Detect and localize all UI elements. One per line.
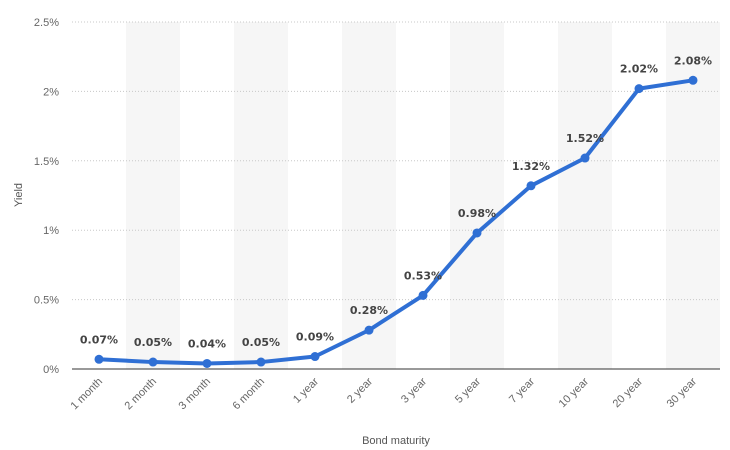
y-tick-label: 1.5% — [34, 156, 59, 168]
x-axis-ticks: 1 month 2 month 3 month 6 month 1 year 2 year… — [69, 375, 700, 412]
data-point — [202, 358, 212, 368]
column-band — [450, 22, 504, 369]
data-point — [634, 84, 644, 94]
x-tick-label: 2 month — [123, 376, 160, 413]
x-tick-label: 10 year — [557, 375, 592, 410]
x-tick-label: 1 month — [69, 376, 106, 413]
x-axis-title: Bond maturity — [362, 435, 430, 447]
data-label: 1.32% — [512, 160, 550, 173]
x-tick-label: 5 year — [453, 375, 483, 405]
data-label: 0.98% — [458, 207, 496, 220]
x-tick-label: 6 month — [231, 376, 268, 413]
x-tick-label: 2 year — [345, 375, 375, 405]
x-tick-label: 3 year — [399, 375, 429, 405]
data-label: 2.02% — [620, 63, 658, 76]
data-label: 1.52% — [566, 132, 604, 145]
data-points — [94, 75, 698, 368]
y-tick-label: 1% — [43, 225, 59, 237]
data-point — [580, 153, 590, 163]
data-label: 0.53% — [404, 269, 442, 282]
data-point — [418, 290, 428, 300]
data-label: 0.05% — [242, 336, 280, 349]
x-tick-label: 1 year — [291, 375, 321, 405]
data-point — [364, 325, 374, 335]
data-label: 0.05% — [134, 336, 172, 349]
data-label: 0.28% — [350, 304, 388, 317]
series-line — [97, 78, 695, 366]
x-tick-label: 20 year — [611, 375, 646, 410]
y-tick-label: 0% — [43, 364, 59, 376]
y-axis-ticks: 0% 0.5% 1% 1.5% 2% 2.5% — [34, 17, 59, 376]
y-tick-label: 2% — [43, 86, 59, 98]
data-point — [526, 181, 536, 191]
data-point — [472, 228, 482, 238]
data-labels: 0.07% 0.05% 0.04% 0.05% 0.09% 0.28% 0.53% 0.98%… — [80, 54, 712, 350]
column-band — [234, 22, 288, 369]
x-tick-label: 7 year — [507, 375, 537, 405]
data-point — [310, 352, 320, 362]
column-bands — [126, 22, 720, 369]
y-axis-title: Yield — [13, 183, 25, 207]
column-band — [342, 22, 396, 369]
data-point — [94, 354, 104, 364]
data-point — [148, 357, 158, 367]
x-tick-label: 30 year — [665, 375, 700, 410]
data-label: 0.07% — [80, 333, 118, 346]
y-tick-label: 0.5% — [34, 295, 59, 307]
column-band — [666, 22, 720, 369]
gridlines — [72, 21, 720, 301]
data-label: 0.09% — [296, 331, 334, 344]
y-tick-label: 2.5% — [34, 17, 59, 29]
data-point — [688, 75, 698, 85]
data-point — [256, 357, 266, 367]
x-tick-label: 3 month — [177, 376, 214, 413]
data-label: 2.08% — [674, 54, 712, 67]
column-band — [558, 22, 612, 369]
data-label: 0.04% — [188, 337, 226, 350]
column-band — [126, 22, 180, 369]
